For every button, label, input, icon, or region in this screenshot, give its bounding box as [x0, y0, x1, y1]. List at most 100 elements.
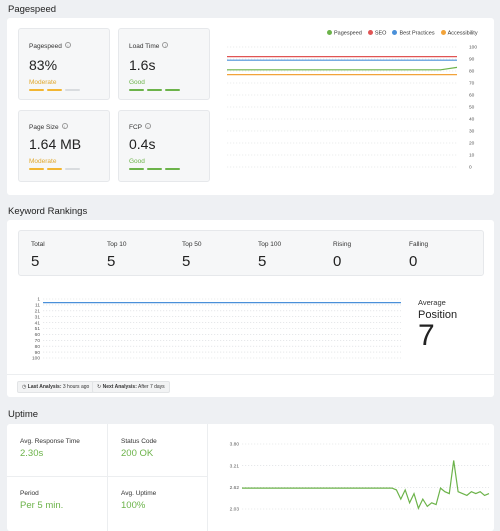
- next-analysis-label: Next Analysis:: [102, 384, 137, 390]
- divider: [107, 424, 108, 531]
- keywords-section-title: Keyword Rankings: [8, 206, 88, 217]
- uptime-panel: Avg. Response Time 2.30s Status Code 200…: [7, 424, 494, 531]
- stat-label-top-10: Top 10: [107, 241, 127, 248]
- stat-value-top-10: 5: [107, 253, 116, 270]
- uptime-label-status-code: Status Code: [121, 438, 157, 445]
- metric-label: Pagespeed i: [29, 42, 71, 50]
- keywords-panel: Total 5 Top 10 5 Top 50 5 Top 100 5 Risi…: [7, 220, 494, 397]
- y-tick-label: 40: [469, 117, 475, 123]
- uptime-section-title: Uptime: [8, 409, 39, 420]
- y-tick-label: 60: [469, 93, 475, 99]
- legend-item-best-practices[interactable]: Best Practices: [392, 30, 435, 37]
- metric-label-text: Pagespeed: [29, 43, 62, 50]
- metric-label-text: FCP: [129, 124, 142, 131]
- rating-bar: [129, 168, 144, 170]
- legend-label: Pagespeed: [334, 30, 362, 37]
- info-icon[interactable]: i: [64, 42, 71, 48]
- metric-label-text: Page Size: [29, 124, 59, 131]
- next-analysis-badge: ↻ Next Analysis: After 7 days: [92, 381, 170, 393]
- metric-label: Page Size i: [29, 123, 68, 131]
- info-icon[interactable]: i: [162, 42, 169, 48]
- y-tick-label: 100: [32, 356, 40, 362]
- rating-bar: [129, 89, 144, 91]
- stat-value-total: 5: [31, 253, 40, 270]
- legend-label: Accessibility: [447, 30, 478, 37]
- y-tick-label: 2.62: [230, 485, 240, 491]
- y-tick-label: 90: [35, 350, 41, 356]
- metric-card-load-time: Load Time i 1.6s Good: [118, 28, 210, 100]
- series-line-pagespeed: [227, 66, 458, 71]
- position-label: Position: [418, 309, 458, 321]
- legend-item-pagespeed[interactable]: Pagespeed: [327, 30, 362, 37]
- metric-label: FCP i: [129, 123, 151, 131]
- y-tick-label: 50: [469, 105, 475, 111]
- metric-rating-bars: [129, 168, 180, 170]
- metric-rating-bars: [129, 89, 180, 91]
- y-tick-label: 31: [35, 314, 41, 320]
- y-tick-label: 1: [37, 297, 40, 303]
- uptime-label-period: Period: [20, 490, 39, 497]
- uptime-response-chart: 3.80 3.21 2.62 2.03: [230, 442, 490, 513]
- metric-value: 0.4s: [129, 136, 156, 152]
- uptime-value-avg-uptime: 100%: [121, 500, 146, 511]
- y-tick-label: 3.80: [230, 442, 240, 448]
- legend-label: SEO: [374, 30, 387, 37]
- y-tick-label: 70: [35, 338, 41, 344]
- legend-item-seo[interactable]: SEO: [367, 30, 387, 37]
- y-tick-label: 60: [35, 332, 41, 338]
- metric-label: Load Time i: [129, 42, 169, 50]
- y-tick-label: 30: [469, 129, 475, 135]
- info-icon[interactable]: i: [61, 123, 68, 129]
- last-analysis-value: 3 hours ago: [62, 384, 90, 390]
- rating-bar: [165, 89, 180, 91]
- metric-rating-bars: [29, 89, 80, 91]
- y-tick-label: 20: [469, 141, 475, 147]
- y-tick-label: 3.21: [230, 463, 240, 469]
- last-analysis-badge: ◷ Last Analysis: 3 hours ago: [17, 381, 95, 393]
- keyword-stats-card: Total 5 Top 10 5 Top 50 5 Top 100 5 Risi…: [18, 230, 484, 276]
- legend-dot: [327, 30, 332, 35]
- stat-value-top-100: 5: [258, 253, 267, 270]
- metric-card-pagespeed: Pagespeed i 83% Moderate: [18, 28, 110, 100]
- average-label: Average: [418, 298, 446, 307]
- pagespeed-chart-legend: Pagespeed SEO Best Practices Accessibili…: [327, 30, 478, 37]
- y-tick-label: 41: [35, 320, 41, 326]
- info-icon[interactable]: i: [145, 123, 151, 129]
- y-tick-label: 100: [469, 45, 477, 51]
- rating-bar: [29, 89, 44, 91]
- stat-label-rising: Rising: [333, 241, 352, 248]
- metric-value: 1.64 MB: [29, 136, 82, 152]
- metric-label-text: Load Time: [129, 43, 160, 50]
- stat-label-total: Total: [31, 241, 45, 248]
- rating-bar: [47, 168, 62, 170]
- stat-label-top-50: Top 50: [182, 241, 202, 248]
- metric-status: Moderate: [29, 158, 57, 165]
- legend-item-accessibility[interactable]: Accessibility: [440, 30, 478, 37]
- refresh-icon: ↻: [97, 384, 102, 390]
- metric-card-fcp: FCP i 0.4s Good: [118, 110, 210, 182]
- metric-status: Good: [129, 79, 145, 86]
- metric-card-page-size: Page Size i 1.64 MB Moderate: [18, 110, 110, 182]
- uptime-label-avg-uptime: Avg. Uptime: [121, 490, 157, 497]
- metric-status: Good: [129, 158, 145, 165]
- legend-dot: [367, 30, 373, 35]
- stat-label-top-100: Top 100: [258, 241, 282, 248]
- stat-value-top-50: 5: [182, 253, 191, 270]
- stat-label-falling: Falling: [409, 241, 429, 248]
- rating-bar: [65, 89, 80, 91]
- y-tick-label: 90: [469, 57, 475, 63]
- rating-bar: [65, 168, 80, 170]
- rating-bar: [47, 89, 62, 91]
- legend-label: Best Practices: [399, 30, 435, 37]
- legend-dot: [392, 30, 398, 35]
- y-tick-label: 70: [469, 81, 475, 87]
- average-position-value: 7: [418, 319, 435, 352]
- divider: [7, 374, 494, 375]
- rating-bar: [147, 168, 162, 170]
- rating-bar: [147, 89, 162, 91]
- y-tick-label: 0: [469, 165, 472, 171]
- metric-rating-bars: [29, 168, 80, 170]
- metric-value: 83%: [29, 57, 58, 73]
- clock-icon: ◷: [22, 384, 27, 390]
